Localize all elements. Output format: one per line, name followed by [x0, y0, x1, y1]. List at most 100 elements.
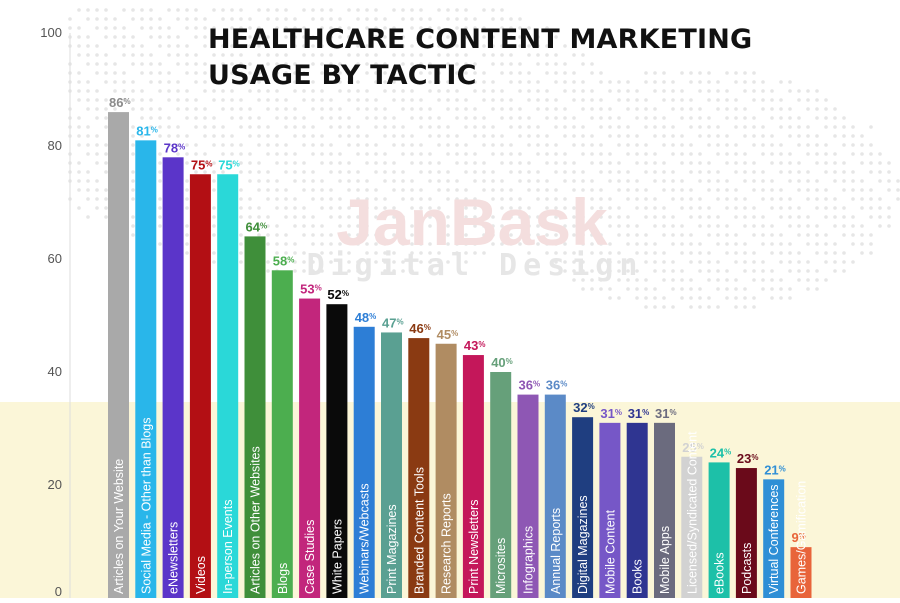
bar — [735, 468, 757, 598]
map-dot — [779, 287, 783, 291]
map-dot — [347, 116, 351, 120]
map-dot — [518, 116, 522, 120]
map-dot — [833, 179, 837, 183]
map-dot — [203, 107, 207, 111]
map-dot — [77, 170, 81, 174]
map-dot — [257, 89, 261, 93]
map-dot — [410, 197, 414, 201]
map-dot — [374, 62, 378, 66]
map-dot — [869, 143, 873, 147]
map-dot — [563, 242, 567, 246]
map-dot — [707, 71, 711, 75]
map-dot — [563, 269, 567, 273]
map-dot — [509, 170, 513, 174]
map-dot — [383, 71, 387, 75]
map-dot — [167, 8, 171, 12]
map-dot — [401, 17, 405, 21]
map-dot — [860, 206, 864, 210]
map-dot — [635, 116, 639, 120]
map-dot — [752, 215, 756, 219]
map-dot — [374, 152, 378, 156]
map-dot — [599, 251, 603, 255]
map-dot — [536, 170, 540, 174]
map-dot — [761, 233, 765, 237]
map-dot — [428, 224, 432, 228]
map-dot — [383, 44, 387, 48]
map-dot — [401, 179, 405, 183]
map-dot — [140, 116, 144, 120]
map-dot — [680, 206, 684, 210]
map-dot — [428, 170, 432, 174]
map-dot — [824, 161, 828, 165]
map-dot — [329, 215, 333, 219]
map-dot — [257, 224, 261, 228]
map-dot — [203, 170, 207, 174]
map-dot — [653, 197, 657, 201]
map-dot — [158, 116, 162, 120]
map-dot — [347, 53, 351, 57]
map-dot — [167, 35, 171, 39]
map-dot — [545, 53, 549, 57]
map-dot — [257, 26, 261, 30]
map-dot — [689, 260, 693, 264]
map-dot — [257, 98, 261, 102]
map-dot — [221, 8, 225, 12]
map-dot — [446, 242, 450, 246]
y-tick-label: 100 — [40, 25, 62, 40]
map-dot — [95, 179, 99, 183]
map-dot — [275, 197, 279, 201]
map-dot — [671, 170, 675, 174]
map-dot — [824, 242, 828, 246]
map-dot — [482, 224, 486, 228]
map-dot — [473, 179, 477, 183]
map-dot — [446, 8, 450, 12]
map-dot — [194, 80, 198, 84]
map-dot — [869, 233, 873, 237]
map-dot — [419, 35, 423, 39]
bar — [599, 422, 621, 598]
map-dot — [734, 215, 738, 219]
map-dot — [185, 98, 189, 102]
map-dot — [338, 62, 342, 66]
map-dot — [185, 143, 189, 147]
map-dot — [698, 71, 702, 75]
map-dot — [491, 197, 495, 201]
map-dot — [842, 215, 846, 219]
map-dot — [356, 44, 360, 48]
map-dot — [545, 233, 549, 237]
map-dot — [491, 242, 495, 246]
map-dot — [545, 107, 549, 111]
bar-group: 9%Games/Gamification — [790, 481, 812, 598]
map-dot — [185, 197, 189, 201]
map-dot — [113, 26, 117, 30]
map-dot — [86, 152, 90, 156]
map-dot — [806, 107, 810, 111]
map-dot — [455, 107, 459, 111]
map-dot — [212, 233, 216, 237]
map-dot — [680, 278, 684, 282]
map-dot — [644, 143, 648, 147]
map-dot — [491, 80, 495, 84]
map-dot — [761, 287, 765, 291]
map-dot — [563, 107, 567, 111]
map-dot — [716, 80, 720, 84]
map-dot — [842, 143, 846, 147]
map-dot — [662, 179, 666, 183]
map-dot — [743, 89, 747, 93]
map-dot — [68, 26, 72, 30]
map-dot — [284, 80, 288, 84]
bar-group: 46%Branded Content Tools — [408, 321, 431, 598]
map-dot — [203, 17, 207, 21]
map-dot — [230, 152, 234, 156]
map-dot — [140, 17, 144, 21]
map-dot — [500, 161, 504, 165]
map-dot — [266, 107, 270, 111]
map-dot — [437, 89, 441, 93]
map-dot — [797, 260, 801, 264]
map-dot — [554, 80, 558, 84]
map-dot — [761, 278, 765, 282]
map-dot — [581, 143, 585, 147]
map-dot — [707, 233, 711, 237]
map-dot — [734, 107, 738, 111]
map-dot — [554, 188, 558, 192]
